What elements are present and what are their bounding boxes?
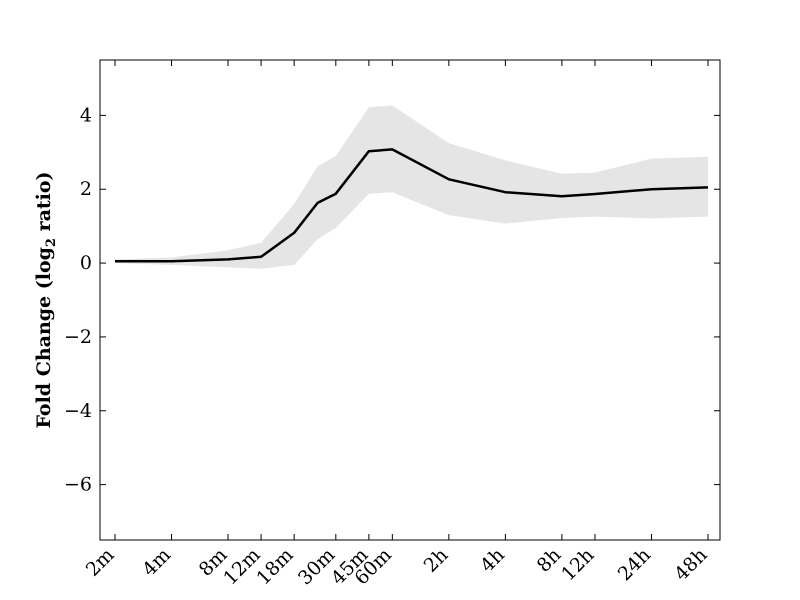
y-axis-label-suffix: ratio) [33, 171, 55, 238]
mean-fold-change-line [115, 148, 709, 263]
y-axis-label-subscript: 2 [44, 238, 59, 247]
y-tick-label: −6 [64, 474, 92, 496]
y-tick-label: 2 [80, 178, 92, 200]
x-tick-label: 4h [476, 544, 509, 577]
x-tick-label: 4m [138, 544, 175, 581]
x-tick-label: 18m [252, 544, 297, 589]
y-tick-label: 0 [80, 252, 92, 274]
confidence-band [115, 105, 708, 269]
y-axis-label: Fold Change (log2 ratio) [33, 171, 59, 428]
y-axis-ticks: −6 −4 −2 0 2 4 [64, 104, 720, 496]
x-tick-label: 24h [614, 544, 655, 585]
y-tick-label: −4 [64, 400, 92, 422]
y-tick-label: −2 [64, 326, 92, 348]
x-tick-label: 30m [294, 544, 339, 589]
x-tick-label: 2m [82, 544, 119, 581]
x-tick-label: 12h [557, 544, 598, 585]
confidence-band-layer [115, 105, 708, 269]
x-tick-label: 2h [420, 544, 453, 577]
x-tick-label: 48h [670, 544, 711, 585]
plot-area-frame [99, 59, 721, 541]
y-tick-label: 4 [80, 104, 92, 126]
mean-line-layer [115, 148, 709, 263]
y-axis-label-main: Fold Change (log [33, 247, 55, 428]
x-tick-label: 12m [219, 544, 264, 589]
